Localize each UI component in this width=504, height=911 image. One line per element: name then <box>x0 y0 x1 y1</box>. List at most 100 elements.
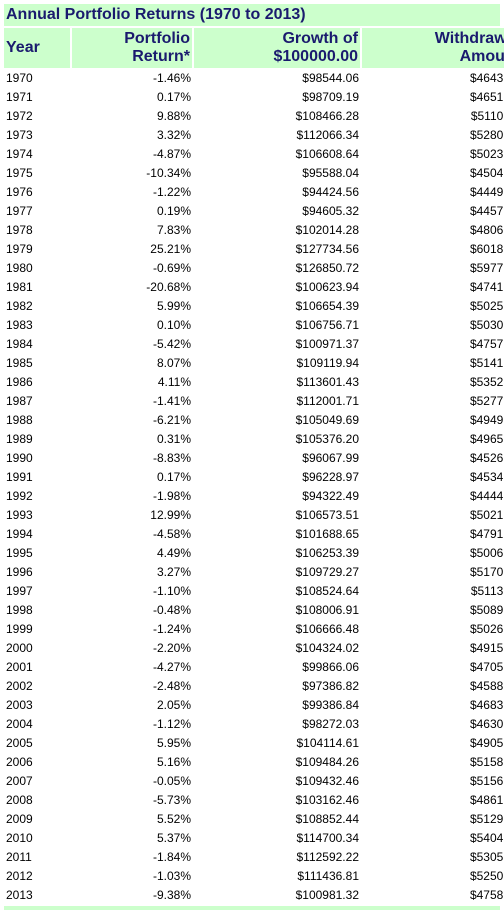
withdrawal-cell: $4630.62 <box>469 716 504 731</box>
table-row: 2013 -9.38% $100981.32 $4758.28 <box>4 885 504 904</box>
growth-cell: $109432.46 <box>295 773 359 788</box>
year-cell: 2002 <box>6 678 33 693</box>
growth-header-line1: Growth of <box>282 30 358 47</box>
year-cell: 2001 <box>6 659 33 674</box>
portfolio-return-cell: -1.22% <box>152 184 191 199</box>
year-cell: 1976 <box>6 184 33 199</box>
portfolio-return-cell: -0.48% <box>152 602 191 617</box>
withdrawal-cell: $4651.22 <box>469 89 504 104</box>
table-row: 1975 -10.34% $95588.04 $4504.15 <box>4 163 504 182</box>
withdrawal-cell: $5025.60 <box>469 298 504 313</box>
withdrawal-cell: $4757.81 <box>469 336 504 351</box>
portfolio-return-cell: -20.68% <box>146 279 191 294</box>
year-cell: 1986 <box>6 374 33 389</box>
withdrawal-cell: $5158.94 <box>469 754 504 769</box>
portfolio-return-cell: -1.84% <box>152 849 191 864</box>
portfolio-return-cell: -9.38% <box>152 887 191 902</box>
portfolio-return-cell: 3.27% <box>156 564 191 579</box>
growth-cell: $109119.94 <box>296 355 359 370</box>
withdrawal-cell: $4643.44 <box>469 70 504 85</box>
table-row: 1976 -1.22% $94424.56 $4449.32 <box>4 182 504 201</box>
table-row: 2001 -4.27% $99866.06 $4705.73 <box>4 657 504 676</box>
year-cell: 1989 <box>6 431 33 446</box>
table-row: 1988 -6.21% $105049.69 $4949.99 <box>4 410 504 429</box>
year-cell: 1977 <box>6 203 33 218</box>
table-row: 1985 8.07% $109119.94 $5141.78 <box>4 353 504 372</box>
returns-table: Year Portfolio Return* Growth of $100000… <box>4 26 504 904</box>
table-row: 1986 4.11% $113601.43 $5352.95 <box>4 372 504 391</box>
portfolio-return-cell: 0.31% <box>156 431 191 446</box>
header-row: Year Portfolio Return* Growth of $100000… <box>4 26 504 68</box>
year-cell: 1985 <box>6 355 33 370</box>
table-row: 1989 0.31% $105376.20 $4965.37 <box>4 429 504 448</box>
portfolio-return-cell: -1.46% <box>152 70 191 85</box>
year-cell: 2005 <box>6 735 33 750</box>
year-cell: 1984 <box>6 336 33 351</box>
year-cell: 1996 <box>6 564 33 579</box>
column-header-withdrawal: Withdrawal Amount <box>360 26 504 68</box>
year-cell: 1980 <box>6 260 33 275</box>
table-row: 1983 0.10% $106756.71 $5030.42 <box>4 315 504 334</box>
growth-cell: $106666.48 <box>295 621 359 636</box>
growth-cell: $109729.27 <box>295 564 359 579</box>
table-row: 2011 -1.84% $112592.22 $5305.39 <box>4 847 504 866</box>
withdrawal-cell: $5170.49 <box>469 564 504 579</box>
portfolio-return-cell: 0.10% <box>156 317 191 332</box>
growth-cell: $98709.19 <box>302 89 359 104</box>
growth-cell: $102014.28 <box>295 222 359 237</box>
portfolio-return-cell: 0.19% <box>156 203 191 218</box>
growth-cell: $106608.64 <box>295 146 359 161</box>
year-cell: 1999 <box>6 621 33 636</box>
column-header-year: Year <box>4 26 71 68</box>
withdrawal-cell: $4449.32 <box>469 184 504 199</box>
table-row: 1992 -1.98% $94322.49 $4444.52 <box>4 486 504 505</box>
withdrawal-cell: $4905.92 <box>469 735 504 750</box>
portfolio-return-cell: -4.58% <box>152 526 191 541</box>
table-row: 2012 -1.03% $111436.81 $5250.95 <box>4 866 504 885</box>
growth-cell: $104114.61 <box>296 735 359 750</box>
year-header-label: Year <box>6 39 40 56</box>
growth-cell: $104324.02 <box>295 640 359 655</box>
year-cell: 1971 <box>6 89 33 104</box>
table-row: 2009 5.52% $108852.44 $5129.17 <box>4 809 504 828</box>
withdrawal-cell: $5352.95 <box>469 374 504 389</box>
year-cell: 1983 <box>6 317 33 332</box>
year-cell: 1987 <box>6 393 33 408</box>
table-row: 1979 25.21% $127734.56 $6018.91 <box>4 239 504 258</box>
year-cell: 1982 <box>6 298 33 313</box>
withdrawal-cell: $4806.96 <box>469 222 504 237</box>
table-row: 2004 -1.12% $98272.03 $4630.62 <box>4 714 504 733</box>
table-row: 2010 5.37% $114700.34 $5404.73 <box>4 828 504 847</box>
table-row: 2000 -2.20% $104324.02 $4915.79 <box>4 638 504 657</box>
portfolio-return-cell: 0.17% <box>156 89 191 104</box>
growth-cell: $96067.99 <box>302 450 359 465</box>
table-header: Year Portfolio Return* Growth of $100000… <box>4 26 504 68</box>
return-header-line2: Return* <box>132 48 190 65</box>
year-cell: 1998 <box>6 602 33 617</box>
growth-cell: $94605.32 <box>302 203 359 218</box>
withdrawal-cell: $5277.57 <box>469 393 504 408</box>
withdrawal-cell: $4534.35 <box>469 469 504 484</box>
year-cell: 1978 <box>6 222 33 237</box>
withdrawal-cell: $4915.79 <box>469 640 504 655</box>
growth-cell: $98272.03 <box>302 716 359 731</box>
column-header-portfolio-return: Portfolio Return* <box>70 26 193 68</box>
table-row: 1990 -8.83% $96067.99 $4526.76 <box>4 448 504 467</box>
withdrawal-header-line2: Amount <box>459 48 504 65</box>
portfolio-return-cell: -5.73% <box>152 792 191 807</box>
portfolio-return-cell: 5.37% <box>156 830 191 845</box>
portfolio-return-cell: 25.21% <box>150 241 191 256</box>
withdrawal-cell: $5110.98 <box>470 108 504 123</box>
table-row: 1994 -4.58% $101688.65 $4791.61 <box>4 524 504 543</box>
growth-cell: $112592.22 <box>296 849 359 864</box>
withdrawal-cell: $4949.99 <box>469 412 504 427</box>
table-row: 1993 12.99% $106573.51 $5021.79 <box>4 505 504 524</box>
growth-cell: $108006.91 <box>295 602 359 617</box>
withdrawal-cell: $4861.06 <box>469 792 504 807</box>
withdrawal-cell: $5280.61 <box>469 127 504 142</box>
withdrawal-cell: $5089.33 <box>469 602 504 617</box>
table-row: 2006 5.16% $109484.26 $5158.94 <box>4 752 504 771</box>
growth-cell: $112001.71 <box>296 393 359 408</box>
year-cell: 1993 <box>6 507 33 522</box>
table-row: 1987 -1.41% $112001.71 $5277.57 <box>4 391 504 410</box>
